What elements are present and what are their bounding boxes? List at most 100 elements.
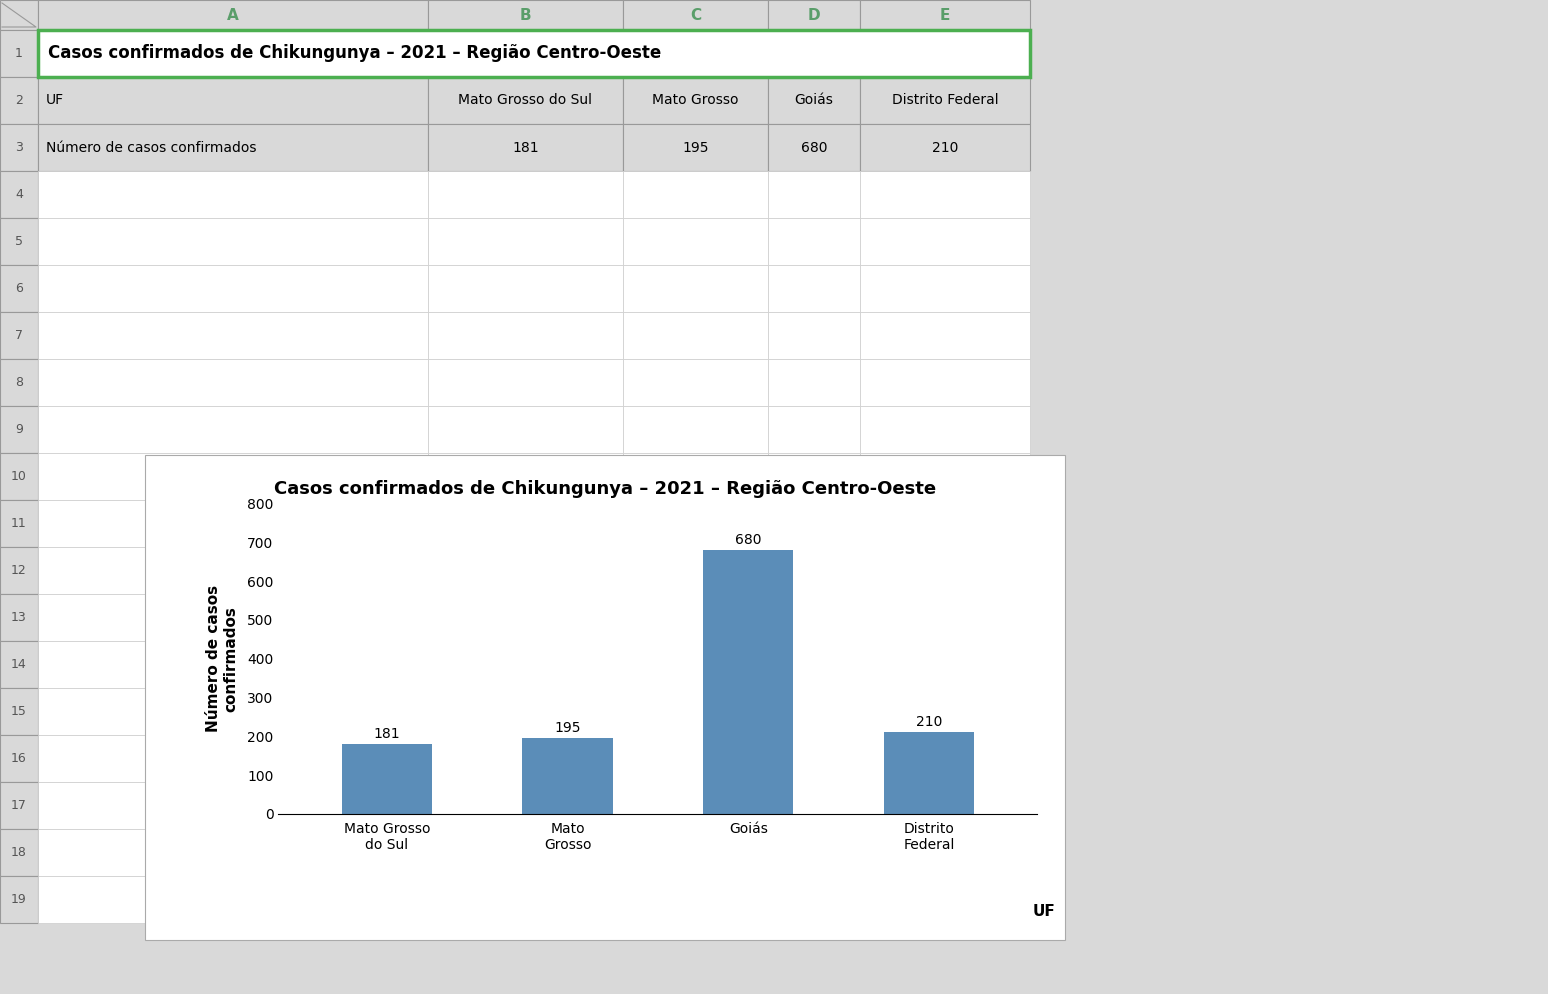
- Bar: [861, 359, 1029, 406]
- Text: 10: 10: [11, 470, 26, 483]
- Text: 181: 181: [373, 727, 399, 741]
- Bar: [0, 641, 39, 688]
- Bar: [39, 876, 427, 923]
- Text: 9: 9: [15, 423, 23, 436]
- Text: 680: 680: [735, 533, 762, 547]
- Bar: [622, 688, 768, 735]
- Text: A: A: [228, 8, 238, 23]
- Bar: [427, 312, 622, 359]
- Bar: [768, 876, 861, 923]
- Text: 680: 680: [800, 140, 827, 154]
- Text: 195: 195: [554, 721, 580, 736]
- Bar: [622, 829, 768, 876]
- Bar: [39, 735, 427, 782]
- Bar: [861, 406, 1029, 453]
- Bar: [427, 0, 622, 30]
- Bar: [39, 359, 427, 406]
- Bar: [861, 265, 1029, 312]
- Bar: [0, 218, 39, 265]
- Bar: [768, 500, 861, 547]
- Bar: [427, 829, 622, 876]
- Bar: [39, 30, 1029, 77]
- Bar: [522, 739, 613, 814]
- Bar: [427, 124, 622, 171]
- Bar: [768, 594, 861, 641]
- Text: Distrito Federal: Distrito Federal: [892, 93, 998, 107]
- Bar: [622, 594, 768, 641]
- Bar: [768, 406, 861, 453]
- Bar: [39, 641, 427, 688]
- Bar: [427, 171, 622, 218]
- Bar: [427, 500, 622, 547]
- Bar: [427, 77, 622, 124]
- Bar: [622, 359, 768, 406]
- Bar: [39, 829, 427, 876]
- Bar: [861, 641, 1029, 688]
- Bar: [861, 547, 1029, 594]
- Bar: [0, 406, 39, 453]
- Bar: [0, 500, 39, 547]
- Text: Goiás: Goiás: [794, 93, 833, 107]
- Bar: [861, 453, 1029, 500]
- Text: 2: 2: [15, 94, 23, 107]
- Bar: [427, 265, 622, 312]
- Text: UF: UF: [1033, 905, 1056, 919]
- Text: 18: 18: [11, 846, 26, 859]
- Bar: [622, 453, 768, 500]
- Bar: [768, 547, 861, 594]
- Bar: [39, 547, 427, 594]
- Bar: [768, 453, 861, 500]
- Bar: [768, 782, 861, 829]
- Bar: [622, 782, 768, 829]
- Bar: [427, 453, 622, 500]
- Bar: [427, 359, 622, 406]
- Bar: [39, 782, 427, 829]
- Text: 5: 5: [15, 235, 23, 248]
- Bar: [861, 688, 1029, 735]
- Bar: [861, 171, 1029, 218]
- Bar: [622, 641, 768, 688]
- Bar: [768, 359, 861, 406]
- Text: 181: 181: [512, 140, 539, 154]
- Text: Mato Grosso do Sul: Mato Grosso do Sul: [458, 93, 593, 107]
- Bar: [622, 77, 768, 124]
- Bar: [622, 876, 768, 923]
- Bar: [427, 218, 622, 265]
- Bar: [861, 218, 1029, 265]
- Bar: [39, 500, 427, 547]
- Bar: [768, 218, 861, 265]
- Bar: [0, 171, 39, 218]
- Bar: [427, 876, 622, 923]
- Bar: [39, 265, 427, 312]
- Bar: [0, 30, 39, 77]
- Bar: [768, 829, 861, 876]
- Text: D: D: [808, 8, 820, 23]
- Bar: [622, 265, 768, 312]
- Text: 11: 11: [11, 517, 26, 530]
- Bar: [39, 218, 427, 265]
- Bar: [39, 171, 427, 218]
- Text: 13: 13: [11, 611, 26, 624]
- Bar: [768, 641, 861, 688]
- Bar: [0, 876, 39, 923]
- Bar: [884, 733, 974, 814]
- Bar: [0, 547, 39, 594]
- Bar: [146, 455, 1065, 940]
- Bar: [768, 124, 861, 171]
- Bar: [768, 312, 861, 359]
- Bar: [861, 312, 1029, 359]
- Bar: [622, 500, 768, 547]
- Bar: [622, 218, 768, 265]
- Bar: [861, 594, 1029, 641]
- Bar: [0, 782, 39, 829]
- Bar: [861, 782, 1029, 829]
- Bar: [0, 124, 39, 171]
- Text: 195: 195: [683, 140, 709, 154]
- Bar: [768, 171, 861, 218]
- Bar: [0, 265, 39, 312]
- Bar: [861, 500, 1029, 547]
- Text: 210: 210: [916, 716, 943, 730]
- Text: 16: 16: [11, 752, 26, 765]
- Text: 6: 6: [15, 282, 23, 295]
- Bar: [622, 312, 768, 359]
